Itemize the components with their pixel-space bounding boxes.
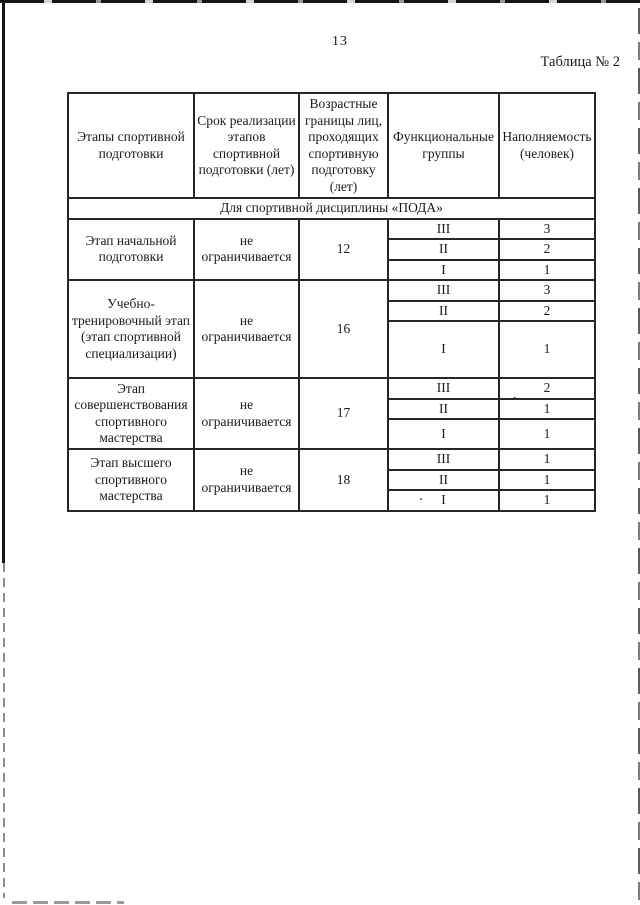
table-caption: Таблица № 2: [540, 54, 620, 70]
capacity-cell: 1: [498, 320, 596, 379]
capacity-cell: 1: [498, 397, 596, 420]
capacity-cell: 3: [498, 279, 596, 302]
scan-artifact-left-edge: [2, 0, 5, 563]
capacity-cell: 3: [498, 217, 596, 240]
page-number: 13: [332, 34, 348, 49]
table-row: I 1: [68, 258, 596, 281]
age-cell: 12: [298, 217, 389, 281]
header-cell-stages: Этапы спортивной подготовки: [67, 92, 195, 199]
group-cell: II: [387, 397, 500, 420]
group-cell: II: [387, 468, 500, 491]
group-cell: III: [387, 217, 500, 240]
header-cell-functional-groups: Функциональные группы: [387, 92, 500, 199]
table-row: Учебно-тренировочный этап (этап спортивн…: [67, 279, 596, 379]
group-cell: I: [387, 489, 500, 512]
header-cell-term: Срок реализации этапов спортивной подгот…: [193, 92, 300, 199]
capacity-cell: 1: [498, 489, 596, 512]
capacity-cell: 2: [498, 299, 596, 322]
scan-artifact-right-edge: [638, 8, 640, 903]
sports-training-stages-table: Этапы спортивной подготовки Срок реализа…: [67, 92, 596, 512]
scan-artifact-left-edge-dashed: [3, 563, 5, 898]
group-cell: I: [387, 258, 500, 281]
term-cell: не ограничивается: [193, 448, 300, 512]
capacity-cell: 1: [498, 468, 596, 491]
group-cell: III: [387, 448, 500, 471]
section-title-cell: Для спортивной дисциплины «ПОДА»: [67, 197, 596, 220]
group-cell: I: [387, 418, 500, 450]
capacity-cell: 1: [498, 258, 596, 281]
age-cell: 17: [298, 377, 389, 450]
age-cell: 18: [298, 448, 389, 512]
stage-cell: Этап совершенствования спортивного масте…: [67, 377, 195, 450]
stage-cell: Этап высшего спортивного мастерства: [67, 448, 195, 512]
stage-cell: Этап начальной подготовки: [67, 217, 195, 281]
stage-cell: Учебно-тренировочный этап (этап спортивн…: [67, 279, 195, 379]
capacity-cell: 1: [498, 448, 596, 471]
group-cell: II: [387, 299, 500, 322]
term-cell: не ограничивается: [193, 279, 300, 379]
table-row: I 1: [68, 489, 596, 512]
capacity-cell: 2: [498, 377, 596, 400]
age-cell: 16: [298, 279, 389, 379]
term-cell: не ограничивается: [193, 377, 300, 450]
table-row: Этап совершенствования спортивного масте…: [67, 377, 596, 450]
capacity-cell: 2: [498, 238, 596, 261]
table-header-row: Этапы спортивной подготовки Срок реализа…: [67, 92, 596, 199]
table-row: Этап высшего спортивного мастерства не о…: [67, 448, 596, 512]
scan-artifact-top-edge: [0, 0, 640, 3]
table-row: II 2: [68, 299, 596, 322]
table-row: Этап начальной подготовки не ограничивае…: [67, 217, 596, 281]
table-row: I 1: [68, 418, 596, 450]
header-cell-capacity: Наполняемость (человек): [498, 92, 596, 199]
table-row: I 1: [68, 320, 596, 379]
header-cell-age-limits: Возрастные границы лиц, проходящих спорт…: [298, 92, 389, 199]
group-cell: III: [387, 377, 500, 400]
section-title-row: Для спортивной дисциплины «ПОДА»: [67, 197, 596, 220]
group-cell: I: [387, 320, 500, 379]
group-cell: III: [387, 279, 500, 302]
scan-artifact-bottom-edge: [12, 901, 124, 904]
term-cell: не ограничивается: [193, 217, 300, 281]
capacity-cell: 1: [498, 418, 596, 450]
group-cell: II: [387, 238, 500, 261]
